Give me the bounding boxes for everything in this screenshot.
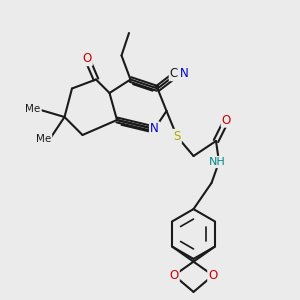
Text: Me: Me [26, 104, 40, 115]
Text: Me: Me [36, 134, 51, 145]
Text: O: O [82, 52, 91, 65]
Text: C: C [170, 67, 178, 80]
Text: N: N [150, 122, 159, 136]
Text: S: S [173, 130, 181, 143]
Text: NH: NH [209, 157, 226, 167]
Text: O: O [208, 269, 217, 282]
Text: O: O [222, 113, 231, 127]
Text: N: N [180, 67, 189, 80]
Text: O: O [169, 269, 178, 282]
